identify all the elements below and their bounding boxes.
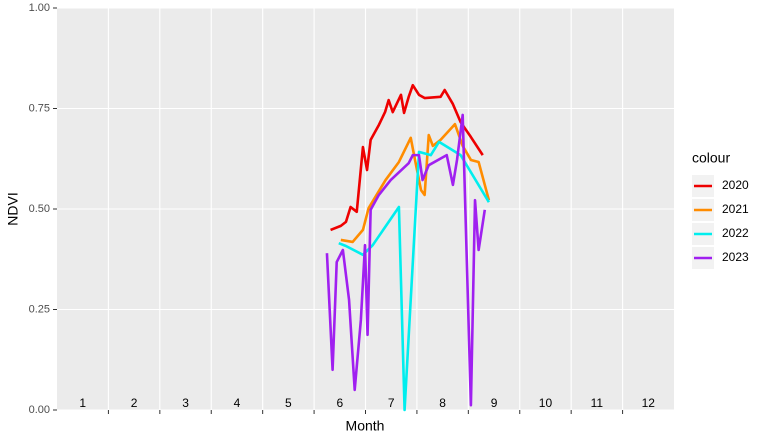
legend-label: 2023 [722, 250, 749, 264]
month-label: 6 [336, 396, 343, 410]
month-label: 9 [491, 396, 498, 410]
month-label: 3 [182, 396, 189, 410]
month-label: 10 [539, 396, 553, 410]
y-tick-label: 1.00 [29, 2, 50, 14]
y-tick-label: 0.00 [29, 404, 50, 416]
month-label: 2 [131, 396, 138, 410]
month-label: 1 [79, 396, 86, 410]
x-axis-title: Month [346, 418, 385, 434]
month-label: 8 [439, 396, 446, 410]
legend-label: 2020 [722, 178, 749, 192]
month-label: 11 [591, 396, 604, 410]
series-line [338, 140, 491, 412]
y-tick-label: 0.25 [29, 303, 50, 315]
legend-title: colour [692, 150, 730, 166]
series-line [325, 113, 487, 407]
legend-label: 2022 [722, 226, 749, 240]
month-label: 12 [642, 396, 656, 410]
month-label: 4 [234, 396, 241, 410]
series-line [330, 83, 484, 232]
legend-label: 2021 [722, 202, 749, 216]
y-axis-title: NDVI [5, 192, 21, 225]
month-label: 5 [285, 396, 292, 410]
y-tick-label: 0.50 [29, 203, 50, 215]
month-label: 7 [388, 396, 395, 410]
y-tick-label: 0.75 [29, 102, 50, 114]
